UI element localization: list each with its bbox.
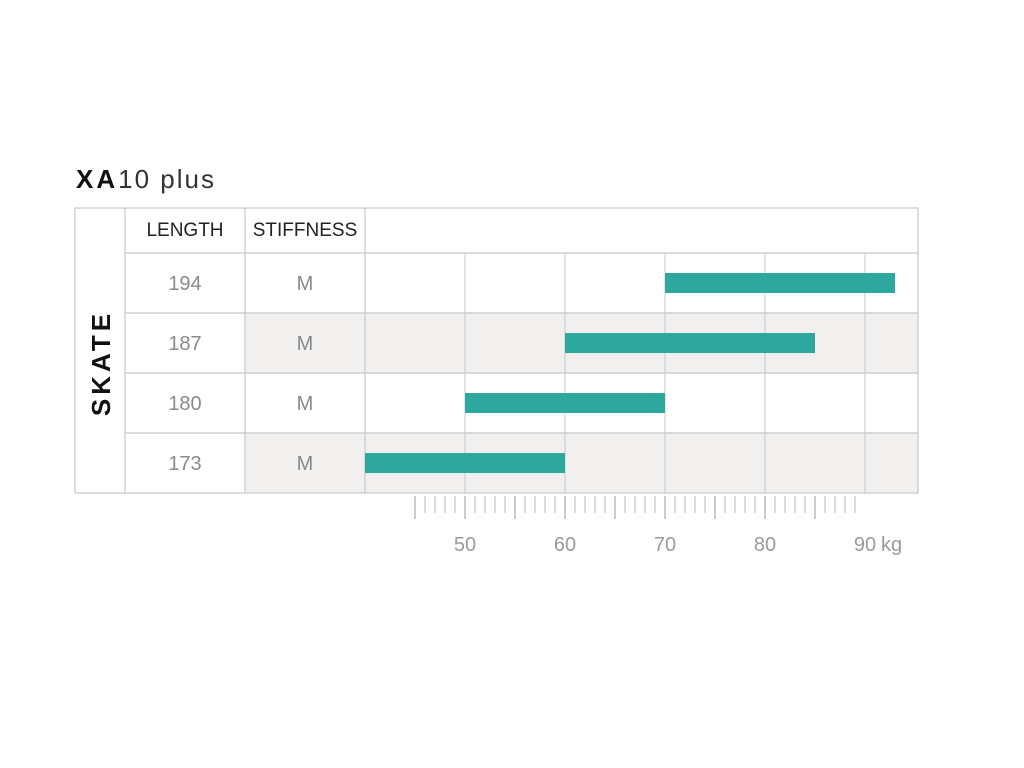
length-value: 173 [168, 453, 201, 475]
weight-range-bar [565, 333, 815, 353]
length-value: 180 [168, 393, 201, 415]
x-tick-label: 70 [654, 534, 676, 556]
row-shade [245, 433, 918, 493]
model-name-rest: 10 plus [118, 164, 216, 194]
x-tick-label: 60 [554, 534, 576, 556]
weight-range-bar [465, 393, 665, 413]
stiffness-value: M [297, 273, 314, 295]
chart-title: XA10 plus [76, 164, 216, 195]
stiffness-value: M [297, 333, 314, 355]
section-label-skate: SKATE [86, 310, 116, 416]
weight-range-bar [665, 273, 895, 293]
x-tick-label: 80 [754, 534, 776, 556]
header-stiffness: STIFFNESS [253, 220, 358, 241]
x-tick-label: 90 [854, 534, 876, 556]
header-length: LENGTH [146, 220, 223, 241]
x-tick-label: 50 [454, 534, 476, 556]
x-unit-label: kg [881, 534, 902, 556]
model-name-bold: XA [76, 164, 119, 194]
stiffness-value: M [297, 453, 314, 475]
length-value: 194 [168, 273, 201, 295]
table-border [74, 207, 919, 494]
weight-range-bar [365, 453, 565, 473]
stiffness-value: M [297, 393, 314, 415]
length-value: 187 [168, 333, 201, 355]
